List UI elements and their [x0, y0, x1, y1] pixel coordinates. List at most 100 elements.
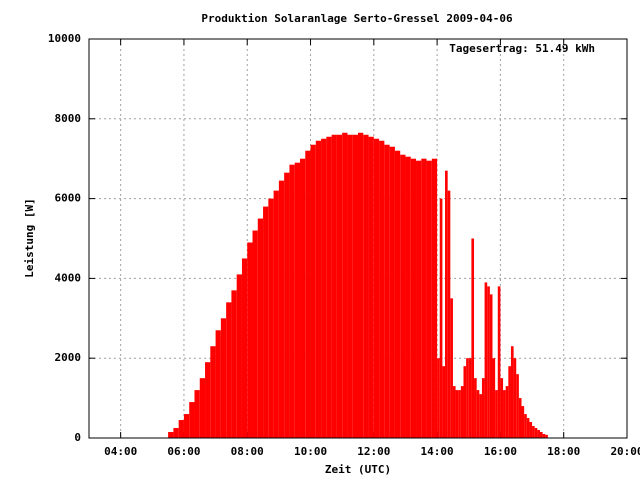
impulse-bar	[524, 414, 527, 438]
impulse-bar	[315, 140, 322, 438]
impulse-bar	[257, 218, 264, 438]
impulse-bar	[347, 134, 353, 438]
impulse-bar	[503, 390, 506, 438]
impulse-bar	[532, 426, 535, 438]
impulse-bar	[294, 162, 300, 438]
x-tick-label: 06:00	[167, 445, 200, 458]
impulse-bar	[358, 132, 364, 438]
impulse-bar	[373, 138, 380, 438]
impulse-bar	[510, 346, 514, 438]
impulse-bar	[173, 428, 179, 438]
impulse-bar	[495, 390, 498, 438]
impulse-bar	[284, 172, 290, 439]
x-tick-label: 14:00	[421, 445, 454, 458]
impulse-bar	[210, 346, 216, 438]
impulse-bar	[460, 386, 464, 438]
impulse-bar	[545, 434, 548, 438]
impulse-bar	[205, 362, 211, 438]
x-tick-label: 10:00	[294, 445, 327, 458]
impulse-bar	[516, 374, 519, 438]
impulse-bar	[505, 386, 509, 438]
y-tick-label: 4000	[55, 271, 82, 284]
impulse-bar	[263, 206, 269, 438]
impulse-bar	[410, 158, 417, 438]
impulse-bar	[215, 330, 221, 438]
impulse-bar	[400, 154, 406, 438]
impulse-bar	[518, 398, 522, 438]
impulse-bar	[434, 158, 438, 438]
impulse-bar	[183, 414, 190, 438]
y-tick-label: 6000	[55, 192, 82, 205]
impulse-bar	[189, 402, 195, 438]
x-tick-label: 16:00	[484, 445, 517, 458]
impulse-bar	[168, 432, 174, 438]
y-axis-label: Leistung [W]	[23, 198, 36, 277]
impulse-bar	[450, 298, 453, 438]
impulse-bar	[484, 282, 488, 438]
impulse-bar	[463, 366, 467, 438]
impulse-bar	[539, 432, 543, 438]
impulse-bar	[194, 390, 200, 438]
impulse-bar	[479, 394, 482, 438]
impulse-bar	[289, 164, 295, 438]
impulse-bar	[199, 378, 206, 438]
impulse-bar	[466, 358, 469, 438]
x-tick-label: 20:00	[610, 445, 640, 458]
impulse-bar	[431, 158, 435, 438]
impulse-bar	[336, 134, 343, 438]
impulse-bar	[421, 158, 427, 438]
impulse-bar	[178, 420, 184, 438]
impulse-bar	[455, 390, 459, 438]
impulse-bar	[363, 134, 369, 438]
impulse-bar	[220, 318, 227, 438]
impulse-bar	[394, 150, 401, 438]
impulse-bar	[273, 190, 279, 438]
impulse-bar	[468, 358, 472, 438]
impulse-bar	[442, 366, 446, 438]
impulse-bar	[226, 302, 232, 438]
impulse-bar	[497, 286, 501, 438]
impulse-bar	[437, 358, 440, 438]
impulse-bar	[481, 378, 485, 438]
impulse-bar	[368, 136, 374, 438]
impulse-bar	[521, 406, 525, 438]
impulse-bar	[326, 136, 332, 438]
impulse-bar	[513, 358, 517, 438]
impulse-bar	[416, 160, 422, 438]
impulse-bar	[537, 430, 540, 438]
chart-title: Produktion Solaranlage Serto-Gressel 200…	[201, 12, 513, 25]
impulse-bar	[331, 134, 337, 438]
impulse-bar	[231, 290, 237, 438]
impulse-bar	[389, 146, 395, 439]
impulse-bar	[447, 190, 451, 438]
impulse-bar	[252, 230, 258, 438]
impulse-bar	[405, 156, 411, 438]
impulse-bar	[489, 294, 493, 438]
impulse-bar	[241, 258, 248, 438]
impulse-bar	[299, 158, 306, 438]
impulse-bar	[471, 238, 475, 438]
plot-frame	[88, 38, 628, 439]
impulse-bar	[534, 428, 538, 438]
impulse-bar	[476, 390, 480, 438]
impulse-bar	[352, 134, 358, 438]
x-tick-label: 12:00	[357, 445, 390, 458]
impulse-bar	[268, 198, 274, 438]
y-tick-label: 2000	[55, 351, 82, 364]
impulse-bar	[458, 390, 461, 438]
x-tick-label: 18:00	[547, 445, 580, 458]
impulse-bar	[492, 358, 496, 438]
impulse-bar	[426, 160, 432, 438]
impulse-bar	[439, 198, 443, 438]
impulse-bar	[278, 180, 285, 438]
impulse-bar	[452, 386, 456, 438]
impulse-bar	[342, 132, 348, 438]
impulse-bar	[305, 150, 311, 438]
impulse-bar	[526, 418, 530, 438]
x-axis-label: Zeit (UTC)	[325, 463, 391, 476]
y-tick-label: 8000	[55, 112, 82, 125]
impulse-bar	[321, 138, 327, 438]
impulse-bar	[487, 286, 490, 438]
x-tick-label: 04:00	[104, 445, 137, 458]
